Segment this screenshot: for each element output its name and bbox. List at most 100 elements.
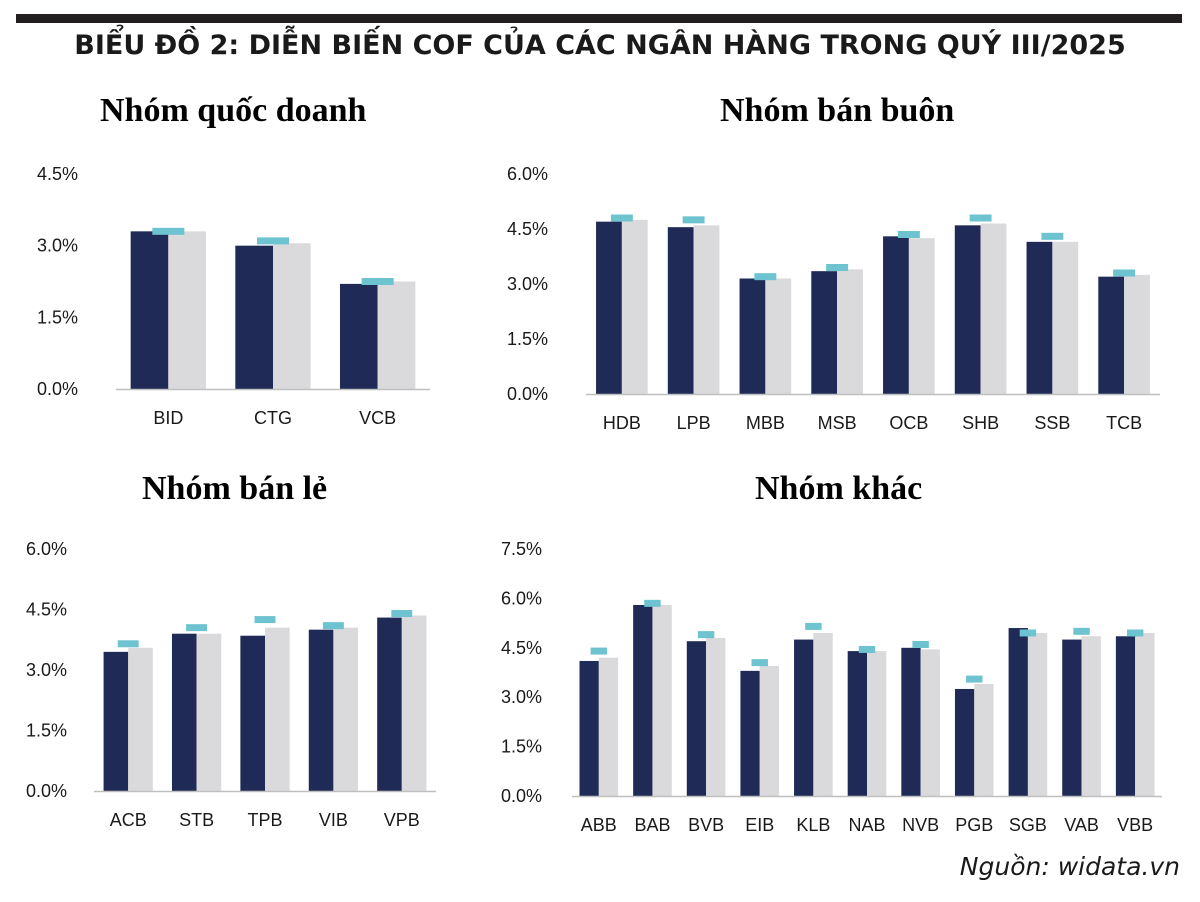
bar-series-1 bbox=[579, 660, 599, 796]
bar-series-2 bbox=[693, 225, 720, 394]
category-label: TPB bbox=[247, 810, 282, 830]
category-label: BVB bbox=[688, 815, 724, 835]
bar-series-2 bbox=[1081, 636, 1101, 796]
y-tick-label: 4.5% bbox=[501, 638, 542, 658]
bar-series-2 bbox=[273, 243, 311, 389]
panel-title: Nhóm khác bbox=[755, 470, 923, 507]
panel-nhom-ban-le: Nhóm bán lẻ 0.0% 1.5% 3.0% 4.5% 6.0% ACB STB TP… bbox=[26, 468, 450, 838]
bar-series-2 bbox=[168, 231, 207, 389]
bar-series-2 bbox=[813, 632, 833, 796]
marker-dash bbox=[1126, 629, 1144, 637]
bar-series-2 bbox=[759, 665, 780, 796]
chart-svg: 0.0% 1.5% 3.0% 4.5% BID CTG VCB bbox=[37, 164, 430, 428]
category-label: BAB bbox=[634, 815, 670, 835]
category-label: MSB bbox=[818, 413, 857, 433]
y-tick-label: 6.0% bbox=[507, 164, 548, 184]
bar-series-1 bbox=[954, 688, 975, 796]
bar-series-1 bbox=[1008, 628, 1028, 796]
bar-series-2 bbox=[401, 615, 427, 791]
bar-series-1 bbox=[633, 604, 653, 796]
marker-dash bbox=[322, 622, 344, 630]
category-label: SHB bbox=[962, 413, 999, 433]
category-label: VIB bbox=[319, 810, 348, 830]
marker-dash bbox=[897, 231, 920, 238]
marker-dash bbox=[361, 278, 394, 285]
bar-series-1 bbox=[686, 641, 707, 796]
y-tick-label: 6.0% bbox=[501, 588, 542, 608]
bar-series-1 bbox=[667, 227, 694, 394]
bar-series-2 bbox=[128, 647, 153, 791]
category-label: ACB bbox=[110, 810, 147, 830]
category-label: VAB bbox=[1064, 815, 1099, 835]
panel-title: Nhóm bán lẻ bbox=[142, 470, 328, 507]
bar-series-1 bbox=[240, 635, 265, 791]
category-label: SGB bbox=[1009, 815, 1047, 835]
marker-dash bbox=[697, 631, 715, 639]
bar-series-2 bbox=[196, 633, 222, 791]
bar-series-1 bbox=[1062, 639, 1082, 796]
category-label: LPB bbox=[677, 413, 711, 433]
y-tick-label: 4.5% bbox=[37, 164, 78, 184]
bar-series-2 bbox=[377, 281, 416, 389]
marker-dash bbox=[391, 610, 413, 618]
category-label: VPB bbox=[384, 810, 420, 830]
marker-dash bbox=[858, 645, 876, 653]
bar-series-2 bbox=[333, 627, 359, 791]
marker-dash bbox=[966, 675, 983, 683]
y-tick-label: 0.0% bbox=[507, 384, 548, 404]
y-tick-label: 0.0% bbox=[26, 781, 67, 801]
y-tick-label: 1.5% bbox=[507, 329, 548, 349]
bar-series-2 bbox=[1135, 632, 1155, 796]
bar-series-1 bbox=[794, 639, 814, 796]
bar-series-1 bbox=[1026, 241, 1053, 394]
marker-dash bbox=[1041, 232, 1064, 240]
bar-series-2 bbox=[1027, 632, 1048, 796]
category-label: NAB bbox=[848, 815, 885, 835]
marker-dash bbox=[1073, 627, 1090, 635]
bar-series-2 bbox=[621, 219, 648, 394]
marker-dash bbox=[826, 264, 849, 271]
marker-dash bbox=[254, 616, 276, 624]
y-tick-label: 4.5% bbox=[26, 600, 67, 620]
marker-dash bbox=[1113, 269, 1136, 277]
bar-series-1 bbox=[339, 283, 378, 389]
bar-series-1 bbox=[740, 670, 760, 796]
chart-svg: 0.0% 1.5% 3.0% 4.5% 6.0% HDB LPB MBB MSB OCB SHB SS… bbox=[507, 164, 1160, 433]
category-label: BID bbox=[153, 408, 183, 428]
y-tick-label: 1.5% bbox=[501, 737, 542, 757]
bar-series-1 bbox=[901, 647, 921, 796]
y-tick-label: 3.0% bbox=[501, 687, 542, 707]
bar-series-1 bbox=[377, 617, 402, 791]
bar-series-2 bbox=[867, 651, 887, 796]
marker-dash bbox=[152, 227, 185, 235]
marker-dash bbox=[751, 659, 768, 667]
bar-series-1 bbox=[739, 278, 766, 394]
y-tick-label: 7.5% bbox=[501, 539, 542, 559]
y-tick-label: 0.0% bbox=[501, 786, 542, 806]
bar-series-2 bbox=[652, 604, 672, 796]
marker-dash bbox=[1019, 629, 1037, 637]
bar-series-1 bbox=[171, 633, 197, 791]
panel-title: Nhóm bán buôn bbox=[720, 92, 955, 129]
panel-nhom-khac: Nhóm khác 0.0% 1.5% 3.0% 4.5% 6.0% 7.5% ABB BAB… bbox=[500, 468, 1180, 838]
bar-series-2 bbox=[1124, 274, 1150, 394]
category-label: STB bbox=[179, 810, 214, 830]
bar-series-2 bbox=[908, 238, 935, 394]
marker-dash bbox=[610, 214, 633, 222]
category-label: VCB bbox=[359, 408, 396, 428]
category-label: SSB bbox=[1034, 413, 1070, 433]
bar-series-2 bbox=[980, 223, 1007, 394]
marker-dash bbox=[590, 647, 608, 655]
category-label: HDB bbox=[603, 413, 641, 433]
bar-series-2 bbox=[837, 269, 863, 394]
source-note: Nguồn: widata.vn bbox=[959, 852, 1180, 881]
marker-dash bbox=[256, 237, 290, 245]
bar-series-1 bbox=[883, 236, 909, 394]
figure-title: BIỂU ĐỒ 2: DIỄN BIẾN COF CỦA CÁC NGÂN HÀ… bbox=[74, 30, 1126, 61]
y-tick-label: 1.5% bbox=[26, 721, 67, 741]
bar-series-2 bbox=[920, 649, 940, 796]
bar-series-1 bbox=[1115, 636, 1136, 796]
bar-series-2 bbox=[706, 637, 726, 796]
chart-svg: 0.0% 1.5% 3.0% 4.5% 6.0% 7.5% ABB BAB BVB EIB KLB N… bbox=[501, 539, 1162, 835]
marker-dash bbox=[117, 640, 139, 648]
